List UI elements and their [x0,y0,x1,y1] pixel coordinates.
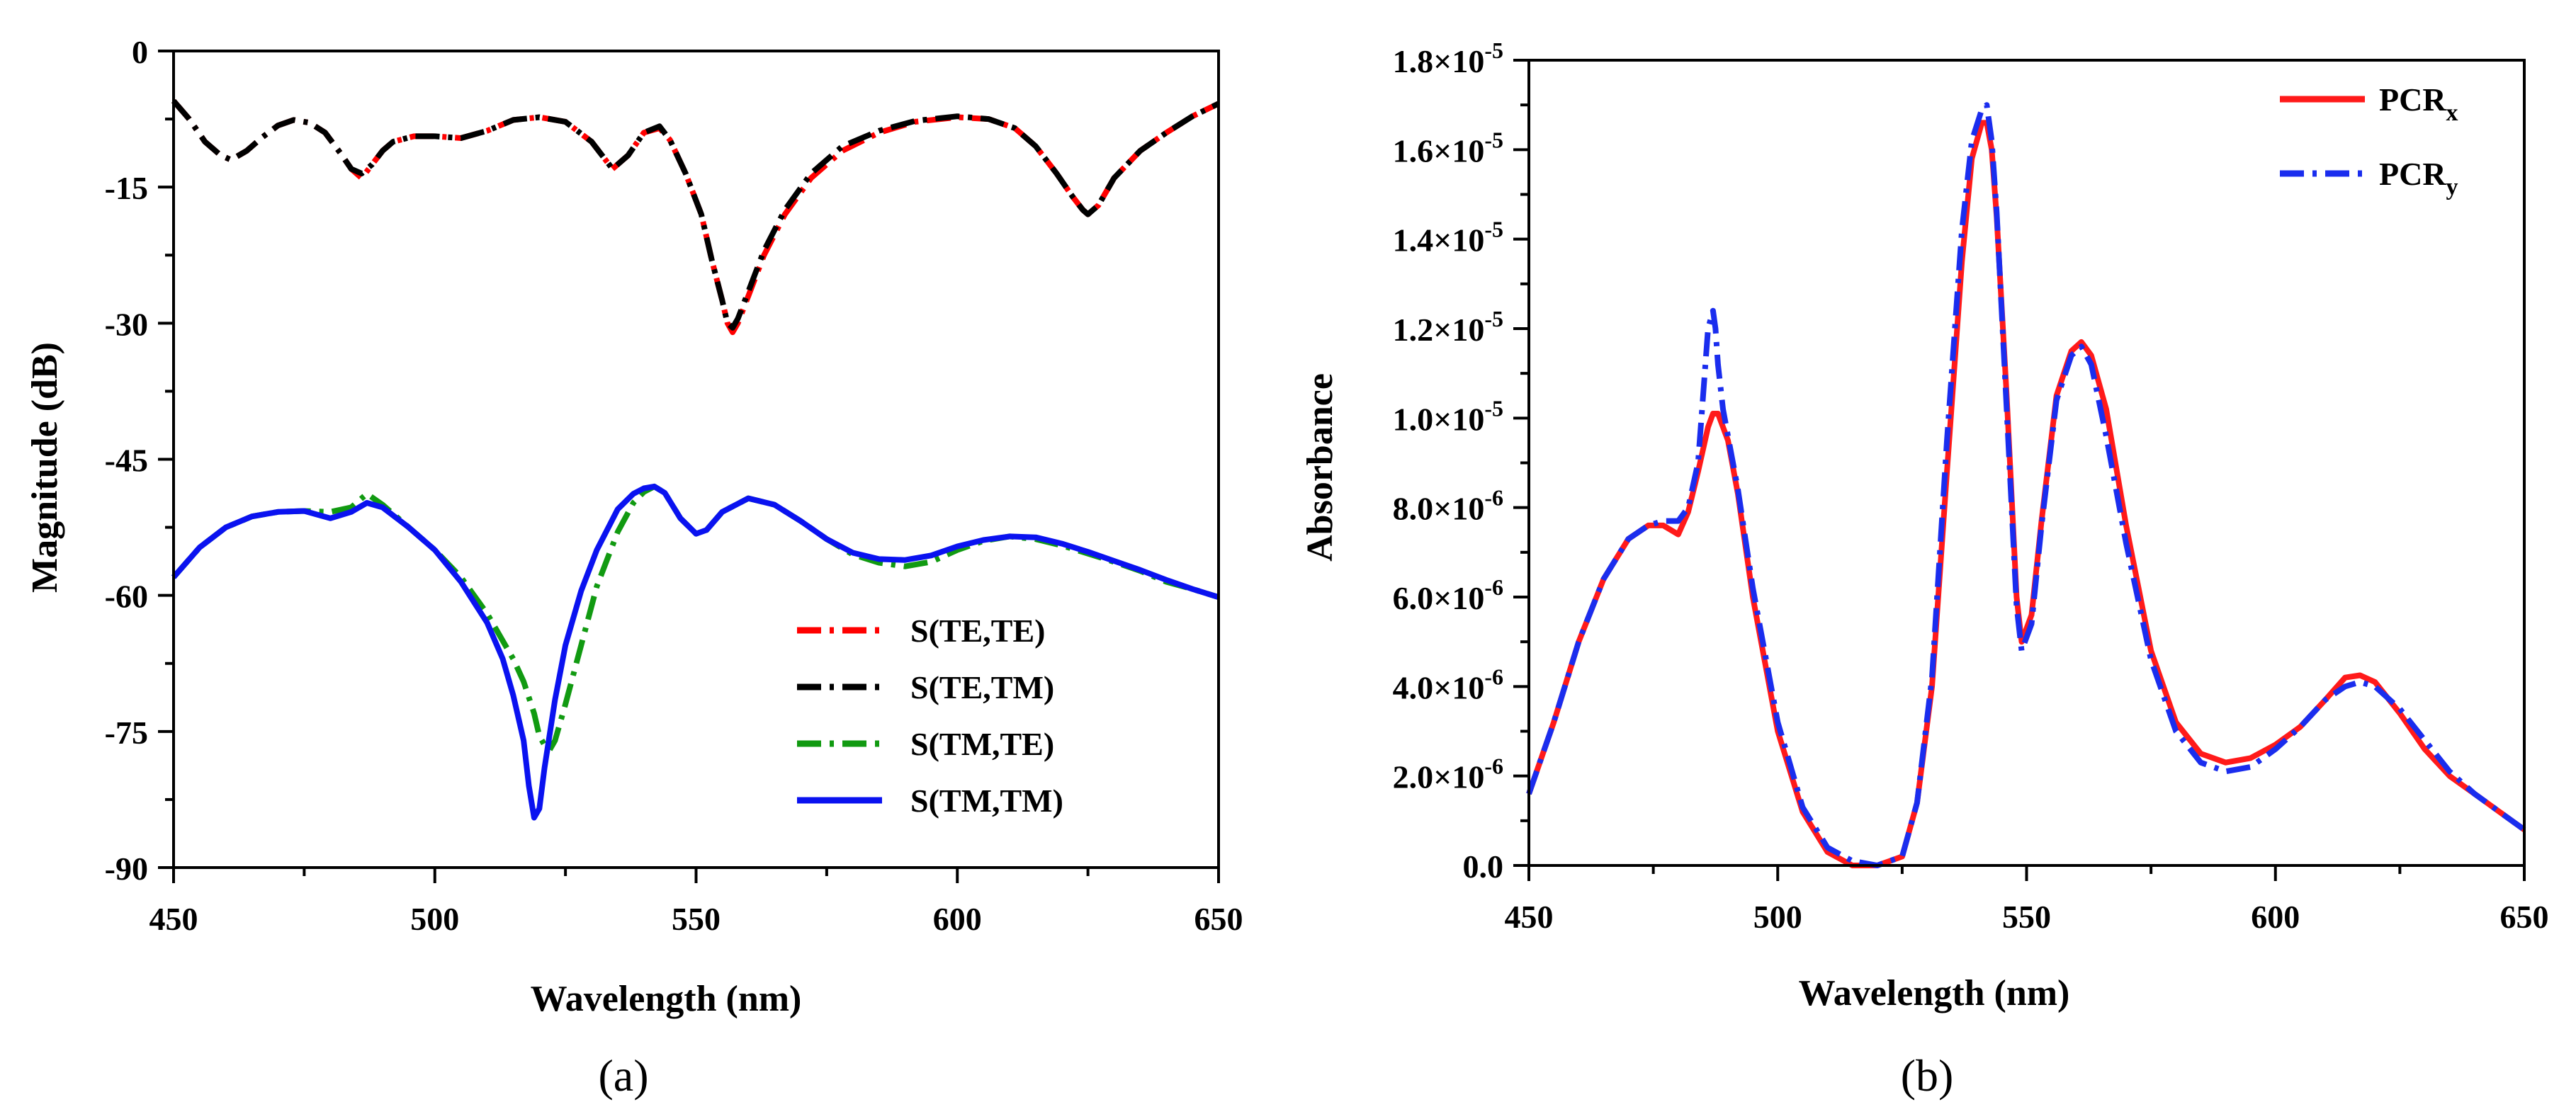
a-legend-label-2: S(TE,TM) [910,669,1054,705]
b-plot-frame [1527,59,2526,867]
b-legend-label-1: PCRx [2379,81,2458,126]
b-panel-caption: (b) [1901,1050,1954,1101]
b-y-tick-label: 1.6×10-5 [1393,127,1503,169]
a-series-line-4 [171,483,1220,821]
a-legend: S(TE,TE) S(TE,TM) S(TM,TE) S(TM,TM) [797,613,1063,819]
chart-b: Absorbance Wavelength (nm) (b) 450 500 550… [1300,38,2549,1101]
b-y-axis-label: Absorbance [1300,373,1340,562]
b-legend: PCRx PCRy [2280,81,2458,200]
b-x-tick-label: 550 [2002,899,2051,935]
b-y-tick-label: 2.0×10-6 [1393,754,1503,795]
b-series-line-2 [1526,102,2526,868]
a-x-tick-label: 450 [149,901,198,937]
b-y-tick-label: 1.0×10-5 [1393,395,1503,437]
b-y-tick-label: 6.0×10-6 [1393,574,1503,616]
b-series-line-1 [1526,120,2526,868]
chart-a: Magnitude (dB) Wavelength (nm) (a) 450 50… [25,34,1243,1101]
b-x-tick-label: 650 [2500,899,2549,935]
a-tick-group: 450 500 550 600 650 0 -15 -30 -45 -60 -75 -90 [105,34,1243,937]
a-y-tick-label: -15 [105,170,148,206]
b-x-tick-label: 600 [2251,899,2300,935]
b-y-tick-label: 8.0×10-6 [1393,485,1503,527]
a-y-tick-label: -75 [105,715,148,751]
b-x-tick-label: 500 [1753,899,1802,935]
a-y-axis-label: Magnitude (dB) [25,342,65,593]
a-x-tick-label: 650 [1194,901,1243,937]
a-x-tick-label: 500 [410,901,459,937]
a-x-tick-label: 600 [933,901,982,937]
b-y-tick-label: 1.2×10-5 [1393,306,1503,348]
b-tick-group: 450 500 550 600 650 0.0 2.0×10-6 4.0×10-6 6.0×10… [1393,38,2549,935]
b-legend-label-2: PCRy [2379,156,2458,200]
a-series-group [171,98,1220,821]
a-panel-caption: (a) [598,1050,648,1101]
a-legend-label-4: S(TM,TM) [910,783,1063,819]
b-x-axis-label: Wavelength (nm) [1799,973,2070,1013]
a-plot-frame [172,50,1220,869]
b-y-tick-label: 1.8×10-5 [1393,38,1503,79]
a-series-line-3 [171,483,1220,753]
a-x-tick-label: 550 [672,901,721,937]
b-series-group [1526,102,2526,868]
a-y-tick-label: -45 [105,443,148,479]
b-axes-frame [1527,59,2526,867]
b-y-tick-label: 4.0×10-6 [1393,664,1503,705]
a-y-tick-label: -60 [105,579,148,615]
a-legend-label-1: S(TE,TE) [910,613,1045,649]
a-legend-label-3: S(TM,TE) [910,726,1054,762]
a-axes-frame [172,50,1220,869]
a-series-line-2 [171,98,1220,331]
b-y-tick-label: 1.4×10-5 [1393,217,1503,259]
a-y-tick-label: -90 [105,851,148,887]
a-x-axis-label: Wavelength (nm) [531,979,802,1019]
b-y-tick-label: 0.0 [1463,848,1504,885]
a-y-tick-label: 0 [132,34,148,70]
a-y-tick-label: -30 [105,306,148,342]
b-x-tick-label: 450 [1505,899,1554,935]
